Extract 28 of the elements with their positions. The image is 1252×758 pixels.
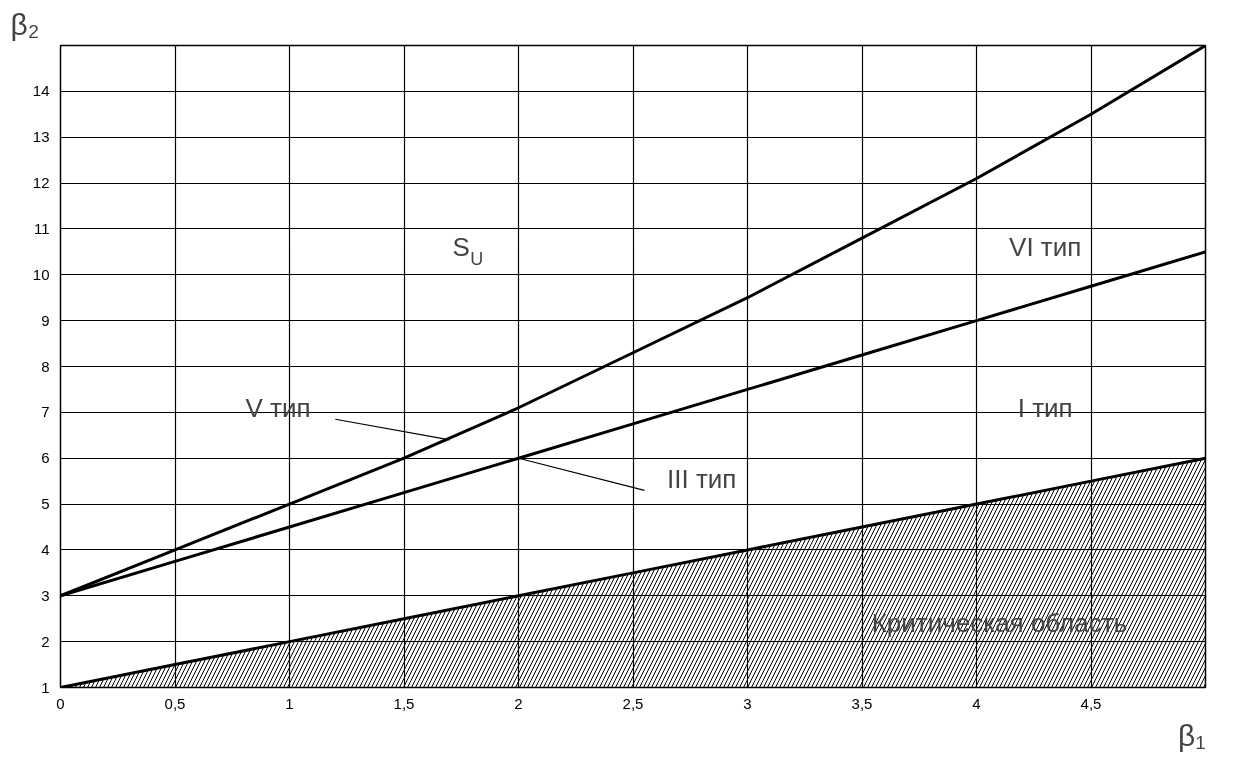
y-tick-label: 9	[41, 311, 50, 329]
y-tick-label: 7	[41, 403, 50, 421]
y-tick-label: 12	[32, 174, 50, 192]
x-tick-label: 1	[285, 694, 294, 712]
y-tick-label: 4	[41, 540, 50, 558]
x-tick-label: 3	[743, 694, 752, 712]
y-tick-label: 13	[32, 128, 50, 146]
y-tick-label: 5	[41, 495, 50, 513]
annotation: III тип	[667, 463, 737, 494]
x-tick-label: 2,5	[622, 694, 644, 712]
y-tick-label: 3	[41, 586, 50, 604]
x-tick-label: 2	[514, 694, 523, 712]
y-tick-label: 6	[41, 449, 50, 467]
y-axis-title: β₂	[10, 7, 40, 41]
y-tick-label: 14	[32, 82, 50, 100]
y-tick-label: 11	[33, 219, 50, 237]
y-tick-label: 2	[41, 632, 50, 650]
y-tick-label: 1	[41, 678, 50, 696]
x-tick-label: 3,5	[851, 694, 873, 712]
y-tick-label: 8	[41, 357, 50, 375]
x-tick-label: 4,5	[1080, 694, 1102, 712]
y-tick-label: 10	[32, 265, 50, 283]
x-tick-label: 4	[972, 694, 981, 712]
x-axis-title: β₁	[1178, 718, 1206, 752]
x-tick-label: 0,5	[164, 694, 186, 712]
x-tick-label: 0	[56, 694, 65, 712]
annotation: VI тип	[1009, 232, 1082, 263]
x-tick-label: 1,5	[393, 694, 415, 712]
